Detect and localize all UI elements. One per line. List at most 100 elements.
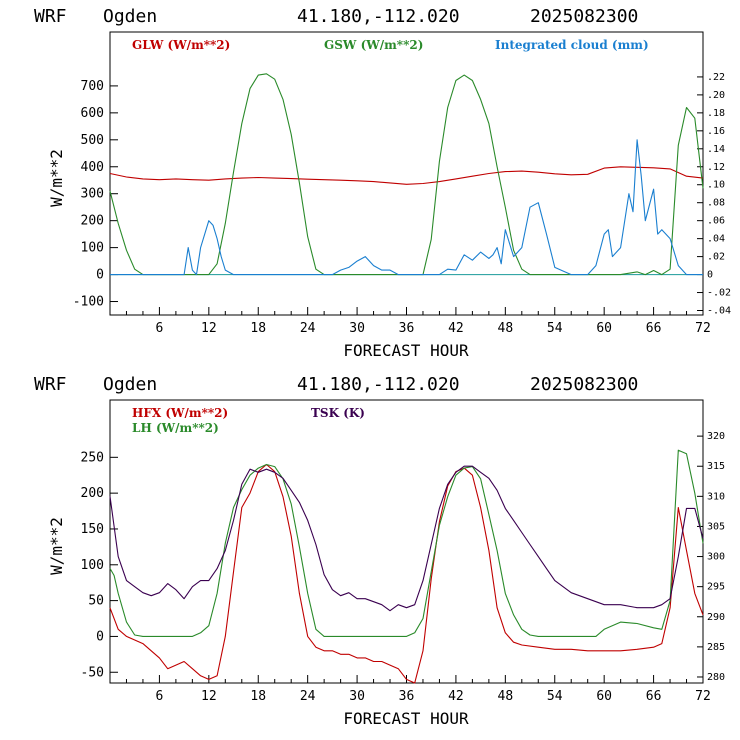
- bottom-x-axis-label: FORECAST HOUR: [343, 709, 469, 728]
- bottom-y2-tick-label: 285: [707, 642, 725, 653]
- top-x-tick-label: 18: [250, 321, 266, 336]
- top-x-axis: 6 12 18 24 30 36 42 48 54 60 66 72: [125, 307, 711, 336]
- top-x-tick-label: 6: [156, 321, 164, 336]
- top-y-tick-label: 600: [81, 106, 104, 121]
- bottom-x-tick-label: 12: [201, 689, 217, 704]
- bottom-x-tick-label: 48: [498, 689, 514, 704]
- top-x-tick-label: 66: [646, 321, 662, 336]
- bottom-x-tick-label: 18: [250, 689, 266, 704]
- bottom-x-tick-label: 60: [596, 689, 612, 704]
- top-series-group: [109, 73, 704, 276]
- top-y-tick-label: 700: [81, 79, 104, 94]
- bottom-series-line-1: [109, 449, 704, 637]
- bottom-x-tick-label: 72: [695, 689, 711, 704]
- bottom-x-tick-label: 30: [349, 689, 365, 704]
- top-y2-tick-label: .16: [707, 126, 725, 137]
- bottom-x-tick-label: 54: [547, 689, 563, 704]
- bottom-coords-label: 41.180,-112.020: [297, 374, 460, 395]
- top-y2-tick-label: .10: [707, 180, 725, 191]
- bottom-plot-frame: [109, 399, 704, 684]
- top-y-axis-label: W/m**2: [47, 149, 66, 207]
- top-x-tick-label: 48: [498, 321, 514, 336]
- bottom-run-label: 2025082300: [530, 374, 638, 395]
- top-legend-glw: GLW (W/m**2): [132, 38, 230, 52]
- top-legend-cloud: Integrated cloud (mm): [495, 38, 649, 52]
- top-y2-axis: .22 .20 .18 .16 .14 .12 .10 .08 .06 .04 .02 0 -.02 -.…: [697, 72, 731, 317]
- bottom-y2-tick-label: 280: [707, 672, 725, 683]
- bottom-y-axis: -50 0 50 100 150 200 250: [81, 450, 118, 680]
- bottom-series-line-0: [109, 463, 704, 684]
- bottom-x-tick-label: 6: [156, 689, 164, 704]
- top-series-line-1: [109, 73, 704, 276]
- top-y2-tick-label: .08: [707, 198, 725, 209]
- top-y2-tick-label: -.04: [707, 306, 731, 317]
- top-y-axis: -100 0 100 200 300 400 500 600 700: [73, 79, 118, 310]
- bottom-y-tick-label: 250: [81, 450, 104, 465]
- bottom-y2-tick-label: 290: [707, 612, 725, 623]
- top-y-tick-label: 200: [81, 214, 104, 229]
- top-y2-tick-label: -.02: [707, 288, 731, 299]
- top-x-tick-label: 72: [695, 321, 711, 336]
- top-y2-tick-label: .12: [707, 162, 725, 173]
- bottom-x-tick-label: 24: [300, 689, 316, 704]
- top-y-tick-label: 300: [81, 187, 104, 202]
- bottom-x-axis: 6 12 18 24 30 36 42 48 54 60 66 72: [125, 675, 711, 704]
- top-y2-tick-label: .18: [707, 108, 725, 119]
- top-y-tick-label: -100: [73, 295, 104, 310]
- top-y2-tick-label: .02: [707, 252, 725, 263]
- bottom-legend-tsk: TSK (K): [311, 406, 365, 420]
- bottom-y-tick-label: 200: [81, 486, 104, 501]
- bottom-series-group: [109, 449, 704, 684]
- bottom-x-tick-label: 66: [646, 689, 662, 704]
- top-run-label: 2025082300: [530, 6, 638, 27]
- bottom-y2-tick-label: 300: [707, 552, 725, 563]
- bottom-y-tick-label: 100: [81, 558, 104, 573]
- top-x-tick-label: 12: [201, 321, 217, 336]
- top-y2-tick-label: 0: [707, 270, 713, 281]
- top-x-tick-label: 36: [399, 321, 415, 336]
- bottom-legend-hfx: HFX (W/m**2): [132, 406, 228, 420]
- bottom-y-tick-label: 150: [81, 522, 104, 537]
- top-x-tick-label: 24: [300, 321, 316, 336]
- top-series-line-2: [110, 139, 703, 276]
- bottom-site-label: Ogden: [103, 374, 157, 395]
- bottom-model-label: WRF: [34, 374, 67, 395]
- top-x-tick-label: 60: [596, 321, 612, 336]
- top-y2-tick-label: .04: [707, 234, 725, 245]
- top-y2-tick-label: .06: [707, 216, 725, 227]
- bottom-y2-tick-label: 305: [707, 521, 725, 532]
- top-y2-tick-label: .20: [707, 90, 725, 101]
- top-y-tick-label: 100: [81, 241, 104, 256]
- top-x-tick-label: 30: [349, 321, 365, 336]
- top-series-line-0: [109, 166, 704, 185]
- bottom-y-tick-label: 50: [88, 594, 104, 609]
- top-x-tick-label: 54: [547, 321, 563, 336]
- top-x-tick-label: 42: [448, 321, 464, 336]
- bottom-y2-tick-label: 320: [707, 431, 725, 442]
- top-y-tick-label: 0: [96, 268, 104, 283]
- top-coords-label: 41.180,-112.020: [297, 6, 460, 27]
- bottom-y2-tick-label: 310: [707, 491, 725, 502]
- bottom-legend-lh: LH (W/m**2): [132, 421, 219, 435]
- top-y-tick-label: 400: [81, 160, 104, 175]
- bottom-y2-axis: 320 315 310 305 300 295 290 285 280: [697, 431, 725, 683]
- bottom-y2-tick-label: 315: [707, 461, 725, 472]
- bottom-y2-tick-label: 295: [707, 582, 725, 593]
- bottom-y-tick-label: 0: [96, 629, 104, 644]
- top-model-label: WRF: [34, 6, 67, 27]
- bottom-x-tick-label: 36: [399, 689, 415, 704]
- top-site-label: Ogden: [103, 6, 157, 27]
- bottom-y-axis-label: W/m**2: [47, 517, 66, 575]
- bottom-series-line-2: [109, 465, 704, 612]
- top-panel: WRF Ogden 41.180,-112.020 2025082300 GLW…: [34, 6, 731, 360]
- top-y2-tick-label: .14: [707, 144, 725, 155]
- top-y2-tick-label: .22: [707, 72, 725, 83]
- top-plot-frame: [109, 31, 704, 316]
- bottom-y-tick-label: -50: [81, 665, 104, 680]
- bottom-x-tick-label: 42: [448, 689, 464, 704]
- top-y-tick-label: 500: [81, 133, 104, 148]
- top-x-axis-label: FORECAST HOUR: [343, 341, 469, 360]
- bottom-panel: WRF Ogden 41.180,-112.020 2025082300 HFX…: [34, 374, 725, 728]
- top-legend-gsw: GSW (W/m**2): [324, 38, 423, 52]
